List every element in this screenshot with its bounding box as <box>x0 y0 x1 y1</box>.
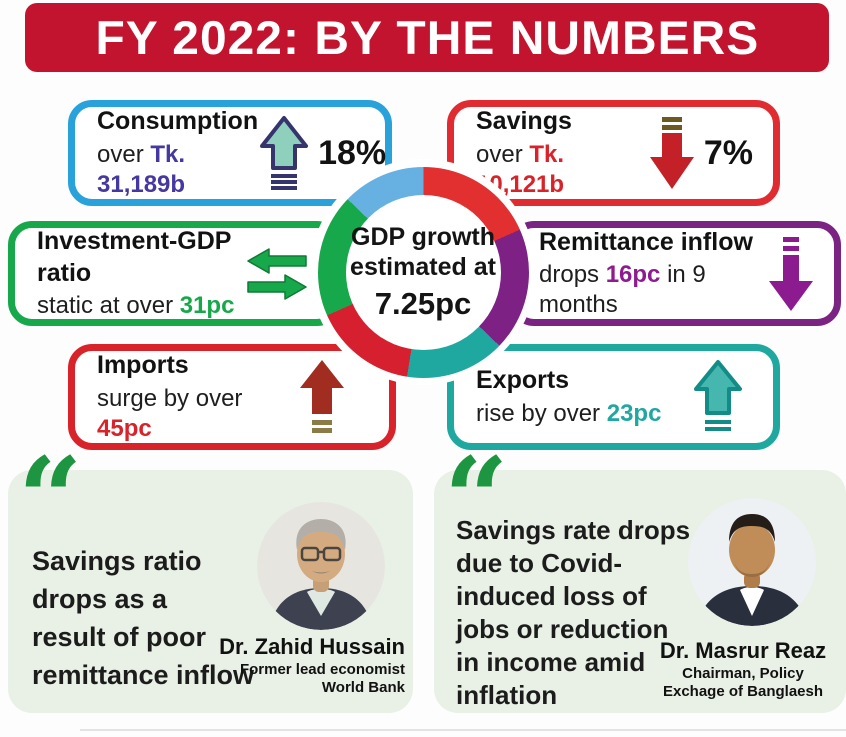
savings-prefix: over <box>476 140 530 168</box>
masrur-reaz-photo <box>688 498 816 626</box>
person-name: Dr. Zahid Hussain <box>219 634 405 659</box>
savings-title: Savings <box>476 107 572 136</box>
down-arrow-icon <box>769 236 813 311</box>
consumption-arrow-group: 18% <box>258 115 386 191</box>
imports-prefix: surge by over <box>97 384 243 412</box>
quote-attribution: Dr. Masrur Reaz Chairman, Policy Exchage… <box>650 638 836 701</box>
savings-arrow-group: 7% <box>648 115 753 191</box>
gdp-line2: estimated at <box>350 253 496 282</box>
consumption-prefix: over <box>97 140 151 168</box>
exports-value: 23pc <box>606 399 662 427</box>
remittance-prefix: drops <box>539 261 606 289</box>
savings-pct: 7% <box>703 133 753 172</box>
remittance-value: 16pc <box>605 261 661 289</box>
imports-value: 45pc <box>97 414 152 442</box>
exports-text: Exports rise by over 23pc <box>476 365 661 428</box>
consumption-text: Consumption over Tk. 31,189b <box>97 106 258 199</box>
exports-title: Exports <box>476 366 570 395</box>
investment-prefix: static at over <box>37 291 180 319</box>
quote-mark-icon: “ <box>18 434 83 565</box>
quote-text: Savings ratio drops as a result of poor … <box>32 546 255 690</box>
bottom-divider <box>80 729 846 731</box>
person-role: Former lead economist World Bank <box>239 661 405 696</box>
quote-attribution: Dr. Zahid Hussain Former lead economist … <box>68 634 405 697</box>
remittance-detail: drops 16pc in 9 months <box>539 260 768 320</box>
remittance-suffix: in 9 months <box>539 261 706 319</box>
quote-card-masrur: “ Savings rate drops due to Covid- induc… <box>434 444 846 713</box>
zahid-hussain-photo <box>257 502 385 630</box>
imports-text: Imports surge by over 45pc <box>97 350 299 443</box>
static-swap-arrows-icon <box>247 247 307 300</box>
savings-text: Savings over Tk. 10,121b <box>476 106 648 199</box>
investment-text: Investment-GDP ratio static at over 31pc <box>37 226 246 321</box>
exports-prefix: rise by over <box>476 399 607 427</box>
person-avatar-icon <box>688 498 816 626</box>
investment-title: Investment-GDP ratio <box>37 227 232 287</box>
quote-card-zahid: “ Savings ratio drops as a result of poo… <box>8 444 413 713</box>
exports-arrow-group <box>693 359 743 435</box>
gdp-ring: GDP growth estimated at 7.25pc <box>317 166 529 378</box>
remittance-arrow-group <box>768 235 814 313</box>
page-title: FY 2022: BY THE NUMBERS <box>95 11 759 64</box>
consumption-title: Consumption <box>97 107 259 136</box>
savings-box: Savings over Tk. 10,121b 7% <box>447 100 780 206</box>
investment-arrow-group <box>246 247 308 300</box>
remittance-text: Remittance inflow drops 16pc in 9 months <box>539 227 768 320</box>
person-avatar-icon <box>257 502 385 630</box>
up-arrow-icon <box>260 116 309 190</box>
exports-detail: rise by over 23pc <box>476 399 661 429</box>
exports-box: Exports rise by over 23pc <box>447 344 780 450</box>
imports-box: Imports surge by over 45pc <box>68 344 396 450</box>
investment-box: Investment-GDP ratio static at over 31pc <box>8 221 341 326</box>
person-name: Dr. Masrur Reaz <box>659 638 827 663</box>
consumption-value: Tk. 31,189b <box>97 140 186 198</box>
down-arrow-icon <box>649 117 694 189</box>
consumption-box: Consumption over Tk. 31,189b 18% <box>68 100 392 206</box>
up-arrow-icon <box>300 360 344 433</box>
gdp-center-label: GDP growth estimated at 7.25pc <box>345 194 501 350</box>
gdp-ring-halo: GDP growth estimated at 7.25pc <box>310 159 536 385</box>
up-arrow-icon <box>694 360 742 431</box>
imports-arrow-group <box>299 358 345 436</box>
gdp-value: 7.25pc <box>374 285 472 321</box>
person-role: Chairman, Policy Exchage of Banglaesh <box>662 665 824 700</box>
imports-detail: surge by over 45pc <box>97 384 299 444</box>
imports-title: Imports <box>97 351 189 380</box>
quote-text: Savings rate drops due to Covid- induced… <box>456 515 691 710</box>
remittance-box: Remittance inflow drops 16pc in 9 months <box>510 221 841 326</box>
remittance-title: Remittance inflow <box>539 227 753 256</box>
consumption-detail: over Tk. 31,189b <box>97 140 258 200</box>
investment-value: 31pc <box>179 291 235 319</box>
quote-mark-icon: “ <box>444 434 509 565</box>
consumption-pct: 18% <box>318 133 387 172</box>
gdp-line1: GDP growth <box>351 222 495 251</box>
title-banner: FY 2022: BY THE NUMBERS <box>25 3 829 72</box>
investment-detail: static at over 31pc <box>37 291 246 321</box>
